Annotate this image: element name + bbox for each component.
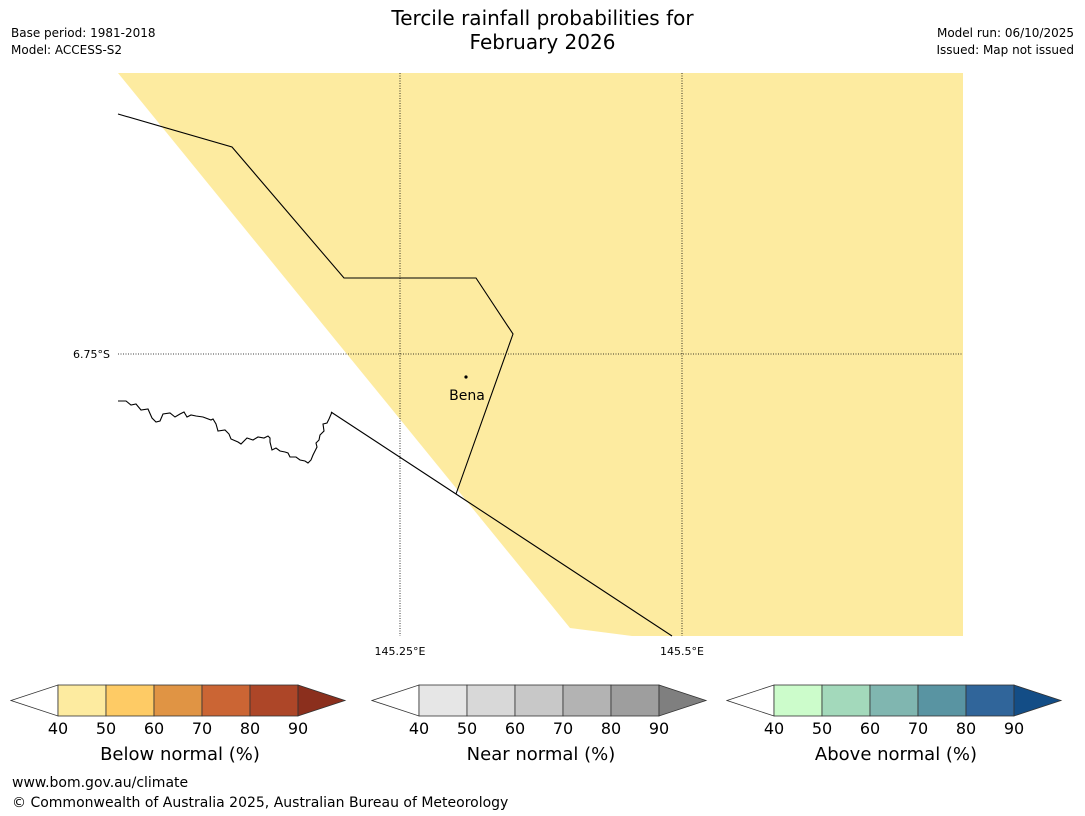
colorbar-near-normal-label: Near normal (%) <box>466 744 616 765</box>
colorbar-segment <box>466 684 516 717</box>
coastline <box>118 400 333 464</box>
colorbar-extend-low <box>9 684 59 717</box>
colorbar-tick-label: 40 <box>408 719 430 738</box>
meta-left: Base period: 1981-2018 Model: ACCESS-S2 <box>11 25 156 59</box>
colorbar-tick-label: 80 <box>239 719 261 738</box>
colorbar-segment <box>821 684 871 717</box>
colorbar-above-normal: 40 50 60 70 80 90 Above normal (%) <box>725 684 1066 765</box>
colorbar-segment <box>965 684 1015 717</box>
colorbar-tick-label: 50 <box>811 719 833 738</box>
colorbar-tick-label: 60 <box>859 719 881 738</box>
colorbar-segment <box>57 684 107 717</box>
colorbar-extend-low <box>370 684 420 717</box>
colorbar-tick-label: 70 <box>552 719 574 738</box>
colorbar-extend-high <box>658 684 708 717</box>
colorbar-tick-label: 80 <box>955 719 977 738</box>
colorbar-tick-label: 60 <box>143 719 165 738</box>
latitude-label: 6.75°S <box>73 348 110 361</box>
colorbar-tick-label: 90 <box>1003 719 1025 738</box>
colorbar-tick-label: 50 <box>456 719 478 738</box>
model-name: Model: ACCESS-S2 <box>11 43 123 57</box>
title-line-2: February 2026 <box>469 30 616 54</box>
colorbar-segment <box>249 684 299 717</box>
colorbar-above-normal-ticks: 40 50 60 70 80 90 <box>726 719 1066 739</box>
colorbar-above-normal-label: Above normal (%) <box>814 744 978 765</box>
colorbar-segment <box>869 684 919 717</box>
issued-status: Issued: Map not issued <box>936 43 1074 57</box>
colorbar-tick-label: 60 <box>504 719 526 738</box>
colorbar-extend-low <box>725 684 775 717</box>
colorbar-tick-label: 90 <box>648 719 670 738</box>
colorbar-below-normal-scale <box>9 684 347 717</box>
colorbar-extend-high <box>1013 684 1063 717</box>
base-period: Base period: 1981-2018 <box>11 26 156 40</box>
colorbar-tick-label: 80 <box>600 719 622 738</box>
colorbar-near-normal: 40 50 60 70 80 90 Near normal (%) <box>370 684 711 765</box>
longitude-label-2: 145.5°E <box>660 645 704 658</box>
town-marker[interactable] <box>464 375 468 379</box>
title-line-1: Tercile rainfall probabilities for <box>391 6 694 30</box>
colorbar-near-normal-scale <box>370 684 708 717</box>
colorbar-above-normal-scale <box>725 684 1063 717</box>
probability-shading <box>118 73 963 636</box>
province-boundary <box>330 411 673 637</box>
place-label: Bena <box>449 388 485 404</box>
colorbar-segment <box>418 684 468 717</box>
colorbar-segment <box>201 684 251 717</box>
colorbar-segment <box>153 684 203 717</box>
colorbar-below-normal-label: Below normal (%) <box>100 744 260 765</box>
colorbar-near-normal-ticks: 40 50 60 70 80 90 <box>371 719 711 739</box>
colorbar-segment <box>917 684 967 717</box>
meta-right: Model run: 06/10/2025 Issued: Map not is… <box>936 25 1074 59</box>
colorbar-extend-high <box>297 684 347 717</box>
colorbar-segment <box>562 684 612 717</box>
colorbar-segment <box>773 684 823 717</box>
colorbar-segment <box>105 684 155 717</box>
colorbar-below-normal-ticks: 40 50 60 70 80 90 <box>10 719 350 739</box>
model-run: Model run: 06/10/2025 <box>936 26 1074 40</box>
colorbar-segment <box>610 684 660 717</box>
footer-url[interactable]: www.bom.gov.au/climate <box>12 775 189 791</box>
map-title: Tercile rainfall probabilities for Febru… <box>0 6 1085 54</box>
longitude-label-1: 145.25°E <box>375 645 426 658</box>
colorbar-tick-label: 70 <box>907 719 929 738</box>
colorbar-segment <box>514 684 564 717</box>
district-boundary <box>117 113 514 495</box>
colorbar-tick-label: 90 <box>287 719 309 738</box>
colorbar-tick-label: 50 <box>95 719 117 738</box>
footer-copyright: © Commonwealth of Australia 2025, Austra… <box>12 795 509 811</box>
colorbar-below-normal: 40 50 60 70 80 90 Below normal (%) <box>9 684 350 765</box>
colorbar-tick-label: 40 <box>763 719 785 738</box>
colorbar-tick-label: 40 <box>47 719 69 738</box>
colorbar-tick-label: 70 <box>191 719 213 738</box>
